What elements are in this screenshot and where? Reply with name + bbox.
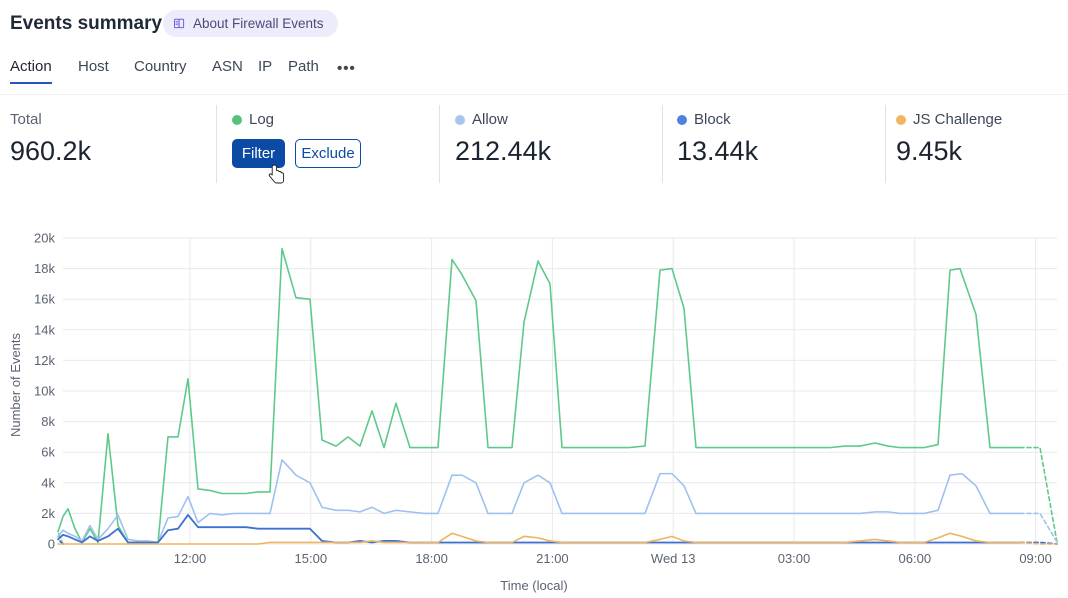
svg-text:20k: 20k [34,231,55,246]
svg-text:18k: 18k [34,261,55,276]
svg-text:12:00: 12:00 [174,551,207,566]
svg-text:14k: 14k [34,322,55,337]
svg-text:8k: 8k [41,414,55,429]
svg-text:18:00: 18:00 [415,551,448,566]
svg-text:12k: 12k [34,353,55,368]
svg-text:03:00: 03:00 [778,551,811,566]
svg-text:06:00: 06:00 [899,551,932,566]
svg-text:21:00: 21:00 [536,551,569,566]
svg-text:10k: 10k [34,384,55,399]
svg-text:16k: 16k [34,292,55,307]
svg-text:6k: 6k [41,445,55,460]
svg-text:15:00: 15:00 [295,551,328,566]
svg-text:Wed 13: Wed 13 [651,551,696,566]
svg-text:09:00: 09:00 [1019,551,1052,566]
svg-text:0: 0 [48,537,55,552]
svg-text:2k: 2k [41,506,55,521]
svg-text:4k: 4k [41,475,55,490]
